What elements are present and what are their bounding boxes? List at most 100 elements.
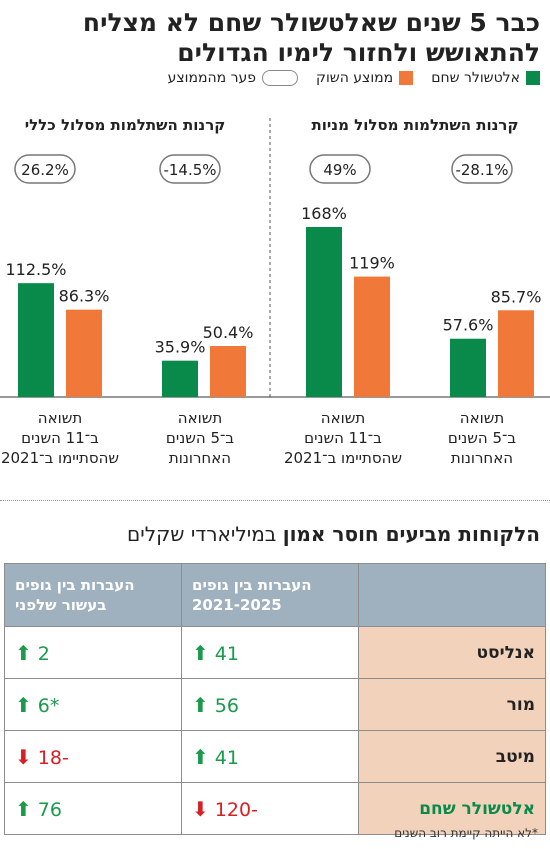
section-divider	[0, 500, 550, 501]
value-number: 2	[37, 642, 50, 665]
value-number: -18	[37, 746, 69, 769]
table-row: מיטב 41⬆ -18⬇	[4, 730, 546, 783]
arrow-up-icon: ⬆	[192, 744, 209, 769]
caption-line: ב־5 השנים	[165, 429, 235, 447]
bar-value-label: 112.5%	[5, 260, 66, 279]
table-row: אנליסט 41⬆ 2⬆	[4, 626, 546, 679]
gap-label: -14.5%	[163, 161, 216, 179]
gap-label: -28.1%	[455, 161, 508, 179]
value-number: 41	[214, 642, 239, 665]
arrow-up-icon: ⬆	[15, 796, 32, 821]
legend: אלטשולר שחם ממוצע השוק פער מהממוצע	[168, 70, 540, 86]
arrow-down-icon: ⬇	[192, 796, 209, 821]
gap-label: 26.2%	[21, 161, 69, 179]
bar-value-label: 168%	[301, 204, 347, 223]
table-title: הלקוחות מביעים חוסר אמון במיליארדי שקלים	[127, 522, 540, 546]
table-header-row: העברות בין גופים 2021-2025 העברות בין גו…	[4, 563, 546, 627]
arrow-up-icon: ⬆	[15, 640, 32, 665]
caption-line: שהסתיימו ב־2021	[0, 449, 120, 467]
gap-label: 49%	[323, 161, 356, 179]
caption-line: ב־5 השנים	[447, 429, 517, 447]
orange-swatch-icon	[399, 71, 414, 85]
header-line: 2021-2025	[192, 596, 282, 614]
bar-value-label: 119%	[349, 254, 395, 273]
legend-item-gap: פער מהממוצע	[167, 70, 299, 86]
bar-value-label: 50.4%	[203, 323, 254, 342]
caption-stocks-long: תשואה ב־11 השנים שהסתיימו ב־2021	[283, 408, 403, 468]
caption-general-recent: תשואה ב־5 השנים האחרונות	[150, 408, 250, 468]
bar-market	[210, 346, 246, 397]
header-empty-cell	[358, 563, 546, 627]
value-cell: *6⬆	[4, 678, 182, 731]
legend-label-altshuler: אלטשולר שחם	[431, 70, 520, 86]
caption-line: תשואה	[459, 409, 505, 427]
caption-general-long: תשואה ב־11 השנים שהסתיימו ב־2021	[0, 408, 120, 468]
caption-line: תשואה	[320, 409, 366, 427]
header-col-2021-2025: העברות בין גופים 2021-2025	[181, 563, 359, 627]
panel-title-general: קרנות השתלמות מסלול כללי	[24, 116, 226, 134]
value-cell: -18⬇	[4, 730, 182, 783]
gap-pill	[309, 154, 371, 184]
bar-market	[498, 310, 534, 397]
value-cell: 76⬆	[4, 782, 182, 835]
bar-chart: 57.6% 85.7% -28.1% 168% 119% 49% 35.9%50.4% -14…	[0, 118, 550, 398]
value-cell: 41⬆	[181, 730, 359, 783]
gap-pill	[159, 154, 221, 184]
legend-label-market: ממוצע השוק	[316, 70, 394, 86]
value-number: *6	[37, 694, 60, 717]
caption-line: תשואה	[177, 409, 223, 427]
value-cell: 2⬆	[4, 626, 182, 679]
table-row: מור 56⬆ *6⬆	[4, 678, 546, 731]
bar-market	[66, 309, 102, 397]
bar-market	[354, 276, 390, 397]
caption-line: האחרונות	[168, 449, 232, 467]
arrow-down-icon: ⬇	[15, 744, 32, 769]
value-cell: 56⬆	[181, 678, 359, 731]
pill-swatch-icon	[262, 70, 299, 86]
row-label: מיטב	[358, 730, 546, 783]
transfers-table: העברות בין גופים 2021-2025 העברות בין גו…	[4, 563, 546, 835]
header-line: בעשור שלפני	[15, 596, 107, 614]
chart-title: כבר 5 שנים שאלטשולר שחם לא מצליח להתאושש…	[82, 8, 540, 67]
caption-line: האחרונות	[450, 449, 514, 467]
legend-label-gap: פער מהממוצע	[167, 70, 257, 86]
bar-altshuler	[306, 227, 342, 397]
value-number: 76	[37, 798, 62, 821]
caption-line: שהסתיימו ב־2021	[283, 449, 403, 467]
table-title-rest: במיליארדי שקלים	[127, 522, 283, 546]
table-row: אלטשולר שחם -120⬇ 76⬆	[4, 782, 546, 835]
arrow-up-icon: ⬆	[192, 640, 209, 665]
bar-value-label: 86.3%	[59, 287, 110, 306]
panel-title-stocks: קרנות השתלמות מסלול מניות	[311, 116, 519, 134]
row-label: מור	[358, 678, 546, 731]
caption-line: תשואה	[37, 409, 83, 427]
caption-stocks-recent: תשואה ב־5 השנים האחרונות	[432, 408, 532, 468]
legend-item-altshuler: אלטשולר שחם	[431, 70, 540, 86]
caption-line: ב־11 השנים	[21, 429, 99, 447]
value-number: -120	[214, 798, 258, 821]
arrow-up-icon: ⬆	[192, 692, 209, 717]
row-label: אנליסט	[358, 626, 546, 679]
value-cell: 41⬆	[181, 626, 359, 679]
value-number: 56	[214, 694, 239, 717]
bar-value-label: 57.6%	[443, 316, 494, 335]
green-swatch-icon	[526, 71, 540, 85]
row-label: אלטשולר שחם	[358, 782, 546, 835]
bar-value-label: 85.7%	[491, 287, 542, 306]
gap-pill	[451, 154, 513, 184]
table-title-bold: הלקוחות מביעים חוסר אמון	[282, 522, 540, 546]
value-cell: -120⬇	[181, 782, 359, 835]
value-number: 41	[214, 746, 239, 769]
header-line: העברות בין גופים	[192, 576, 312, 594]
legend-item-market: ממוצע השוק	[316, 70, 414, 86]
header-line: העברות בין גופים	[15, 576, 135, 594]
caption-line: ב־11 השנים	[304, 429, 382, 447]
gap-pill	[14, 154, 76, 184]
bar-altshuler	[162, 360, 198, 397]
header-col-previous-decade: העברות בין גופים בעשור שלפני	[4, 563, 182, 627]
bar-altshuler	[450, 338, 486, 397]
arrow-up-icon: ⬆	[15, 692, 32, 717]
bar-value-label: 35.9%	[155, 338, 206, 357]
footnote: *לא הייתה קיימת רוב השנים	[394, 826, 538, 840]
bar-altshuler	[18, 283, 54, 397]
